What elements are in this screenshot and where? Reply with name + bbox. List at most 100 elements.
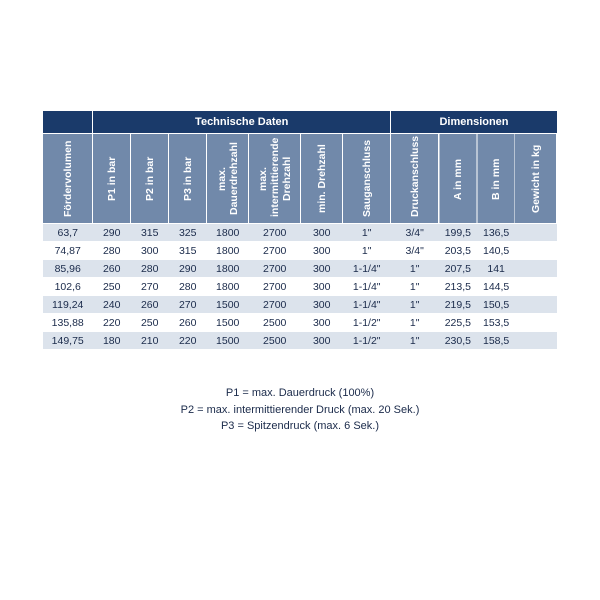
- col-header: Fördervolumen: [43, 134, 93, 224]
- col-header: min. Drehzahl: [301, 134, 343, 224]
- cell: 250: [93, 278, 131, 296]
- group-header: Technische Daten: [93, 111, 391, 134]
- cell: 1800: [207, 242, 249, 260]
- table-row: 149,75180210220150025003001-1/2"1"230,51…: [43, 332, 558, 350]
- cell: 1800: [207, 278, 249, 296]
- cell: [515, 278, 557, 296]
- col-header: B in mm: [477, 134, 515, 224]
- cell: 144,5: [477, 278, 515, 296]
- cell: 280: [169, 278, 207, 296]
- cell: [515, 332, 557, 350]
- cell: 1-1/2": [343, 332, 391, 350]
- cell: 2500: [249, 332, 301, 350]
- cell: 207,5: [439, 260, 477, 278]
- legend-line: P2 = max. intermittierender Druck (max. …: [181, 402, 420, 419]
- table-row: 74,87280300315180027003001"3/4"203,5140,…: [43, 242, 558, 260]
- cell: 203,5: [439, 242, 477, 260]
- cell: 2700: [249, 278, 301, 296]
- cell: 325: [169, 224, 207, 242]
- cell: 1-1/4": [343, 260, 391, 278]
- legend-line: P3 = Spitzendruck (max. 6 Sek.): [181, 418, 420, 435]
- table-body: 63,7290315325180027003001"3/4"199,5136,5…: [43, 224, 558, 350]
- cell: 220: [93, 314, 131, 332]
- table-row: 85,96260280290180027003001-1/4"1"207,514…: [43, 260, 558, 278]
- cell: 260: [93, 260, 131, 278]
- cell: 2500: [249, 314, 301, 332]
- cell: 300: [301, 314, 343, 332]
- cell: 1500: [207, 314, 249, 332]
- cell: 270: [169, 296, 207, 314]
- cell: 300: [301, 278, 343, 296]
- cell: 210: [131, 332, 169, 350]
- cell: 315: [131, 224, 169, 242]
- cell: [515, 260, 557, 278]
- col-header: max. Dauerdrehzahl: [207, 134, 249, 224]
- cell: 230,5: [439, 332, 477, 350]
- cell: [515, 296, 557, 314]
- cell: 3/4": [391, 242, 439, 260]
- cell: 1": [391, 296, 439, 314]
- group-header-row: Technische DatenDimensionen: [43, 111, 558, 134]
- col-header: P2 in bar: [131, 134, 169, 224]
- column-header-row: FördervolumenP1 in barP2 in barP3 in bar…: [43, 134, 558, 224]
- col-header: Sauganschluss: [343, 134, 391, 224]
- cell: [515, 242, 557, 260]
- cell: 250: [131, 314, 169, 332]
- cell: [515, 314, 557, 332]
- cell: 240: [93, 296, 131, 314]
- cell: 1": [343, 224, 391, 242]
- table-row: 119,24240260270150027003001-1/4"1"219,51…: [43, 296, 558, 314]
- cell: 300: [301, 242, 343, 260]
- cell: 260: [169, 314, 207, 332]
- col-header: P3 in bar: [169, 134, 207, 224]
- col-header: max. intermittierende Drehzahl: [249, 134, 301, 224]
- cell: 199,5: [439, 224, 477, 242]
- table-row: 102,6250270280180027003001-1/4"1"213,514…: [43, 278, 558, 296]
- cell: 1": [391, 314, 439, 332]
- cell: 158,5: [477, 332, 515, 350]
- cell: 290: [169, 260, 207, 278]
- legend: P1 = max. Dauerdruck (100%)P2 = max. int…: [181, 385, 420, 435]
- cell: 280: [131, 260, 169, 278]
- legend-line: P1 = max. Dauerdruck (100%): [181, 385, 420, 402]
- cell: 102,6: [43, 278, 93, 296]
- col-header: Gewicht in kg: [515, 134, 557, 224]
- cell: 1-1/4": [343, 278, 391, 296]
- cell: 2700: [249, 242, 301, 260]
- cell: 1": [343, 242, 391, 260]
- cell: 1": [391, 332, 439, 350]
- table-head: Technische DatenDimensionen Fördervolume…: [43, 111, 558, 224]
- cell: 1500: [207, 332, 249, 350]
- cell: 136,5: [477, 224, 515, 242]
- group-header: Dimensionen: [391, 111, 558, 134]
- cell: 140,5: [477, 242, 515, 260]
- cell: 63,7: [43, 224, 93, 242]
- cell: 315: [169, 242, 207, 260]
- cell: 135,88: [43, 314, 93, 332]
- cell: 270: [131, 278, 169, 296]
- col-header: A in mm: [439, 134, 477, 224]
- cell: 225,5: [439, 314, 477, 332]
- cell: 300: [131, 242, 169, 260]
- cell: 85,96: [43, 260, 93, 278]
- cell: 119,24: [43, 296, 93, 314]
- table-row: 135,88220250260150025003001-1/2"1"225,51…: [43, 314, 558, 332]
- cell: 219,5: [439, 296, 477, 314]
- cell: [515, 224, 557, 242]
- cell: 300: [301, 260, 343, 278]
- cell: 300: [301, 332, 343, 350]
- cell: 1-1/4": [343, 296, 391, 314]
- cell: 1800: [207, 224, 249, 242]
- cell: 1": [391, 278, 439, 296]
- cell: 149,75: [43, 332, 93, 350]
- cell: 300: [301, 224, 343, 242]
- table-row: 63,7290315325180027003001"3/4"199,5136,5: [43, 224, 558, 242]
- cell: 3/4": [391, 224, 439, 242]
- cell: 1": [391, 260, 439, 278]
- cell: 153,5: [477, 314, 515, 332]
- cell: 74,87: [43, 242, 93, 260]
- spec-table: Technische DatenDimensionen Fördervolume…: [42, 110, 558, 350]
- cell: 1800: [207, 260, 249, 278]
- cell: 150,5: [477, 296, 515, 314]
- cell: 2700: [249, 296, 301, 314]
